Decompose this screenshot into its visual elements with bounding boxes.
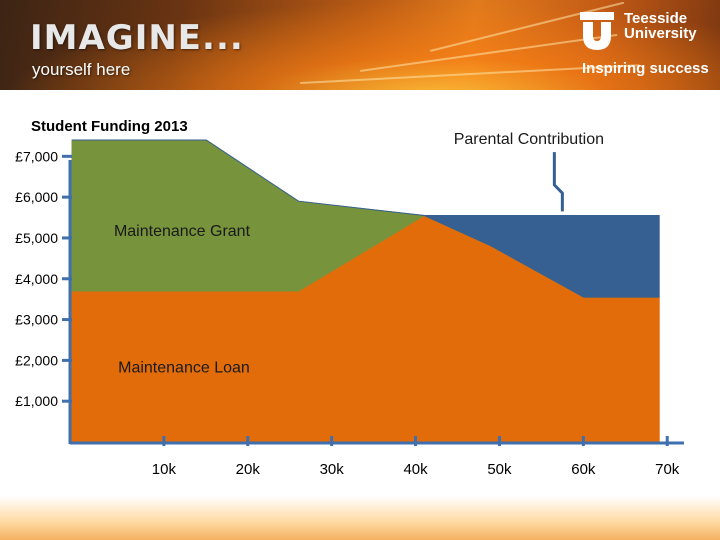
chart-areas [71,139,660,443]
series-labels: Maintenance Grant Maintenance Loan Paren… [114,131,604,377]
university-name: Teesside University [624,11,714,41]
y-tick-label: £3,000 [15,312,58,328]
y-axis-ticks: £1,000 £2,000 £3,000 £4,000 £5,000 £6,000 £7,0… [15,148,72,409]
x-tick-label: 20k [236,461,261,478]
area-parental-contribution [72,139,660,298]
x-tick-label: 50k [487,461,512,478]
university-logo-icon [580,12,614,50]
series-label-loan: Maintenance Loan [118,360,250,377]
university-name-line2: University [624,25,697,42]
header-banner: IMAGINE... yourself here Teesside Univer… [0,0,720,90]
y-tick-label: £7,000 [15,148,58,164]
brand-subtitle: yourself here [32,60,131,79]
series-label-grant: Maintenance Grant [114,223,251,240]
x-tick-label: 70k [655,461,680,478]
footer-glow [0,496,720,540]
y-tick-label: £2,000 [15,352,58,368]
university-tagline: Inspiring success [582,60,709,77]
chart-title: Student Funding 2013 [31,118,188,135]
y-tick-label: £6,000 [15,189,58,205]
series-label-parental: Parental Contribution [454,131,604,148]
university-name-line1: Teesside [624,10,688,27]
y-tick-label: £1,000 [15,393,58,409]
x-tick-label: 60k [571,461,596,478]
x-axis-ticks: 10k 20k 30k 40k 50k 60k 70k [152,436,680,478]
x-tick-label: 10k [152,461,177,478]
brand-title: IMAGINE... [30,18,244,58]
chart-axes [68,160,684,445]
x-tick-label: 40k [403,461,428,478]
parental-callout-line [552,152,564,212]
x-tick-label: 30k [320,461,345,478]
y-tick-label: £5,000 [15,230,58,246]
y-tick-label: £4,000 [15,271,58,287]
